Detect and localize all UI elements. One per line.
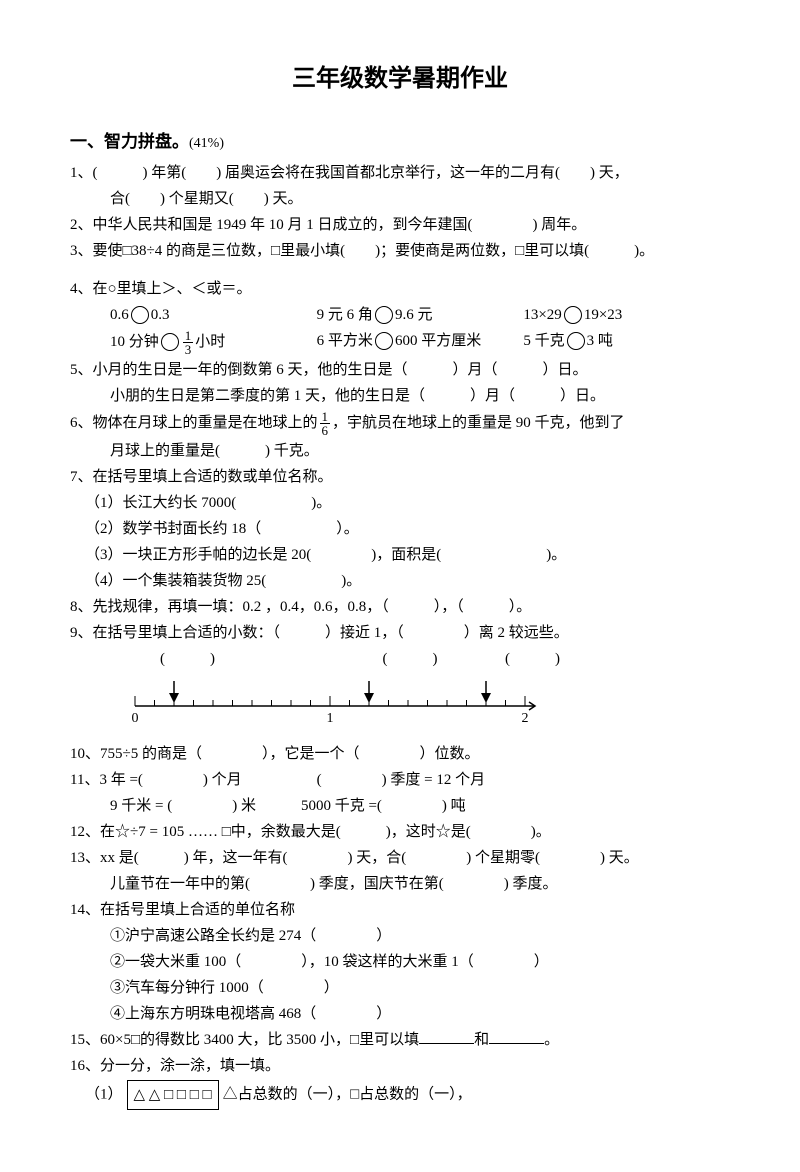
q4-row2: 10 分钟 13小时 6 平方米 600 平方厘米 5 千克 3 吨: [70, 329, 730, 356]
fraction: 13: [183, 329, 194, 356]
circle-icon: [564, 306, 582, 324]
q14-b: ②一袋大米重 100（ ），10 袋这样的大米重 1（ ）: [70, 950, 730, 974]
q7-b: （2）数学书封面长约 18（ ）。: [70, 517, 730, 541]
circle-icon: [567, 332, 585, 350]
q2: 2、中华人民共和国是 1949 年 10 月 1 日成立的，到今年建国( ) 周…: [70, 213, 730, 237]
q4-head: 4、在○里填上＞、＜或＝。: [70, 277, 730, 301]
q7-head: 7、在括号里填上合适的数或单位名称。: [70, 465, 730, 489]
section-1-heading: 一、智力拼盘。(41%): [70, 128, 730, 155]
q4-r1c: 9 元 6 角: [317, 307, 373, 323]
q4-r2a: 10 分钟: [110, 334, 159, 350]
q4-r2d: 600 平方厘米: [395, 333, 481, 349]
numberline-svg: 0 1 2: [130, 676, 550, 726]
q5-l2: 小朋的生日是第二季度的第 1 天，他的生日是（ ）月（ ）日。: [70, 384, 730, 408]
svg-text:1: 1: [327, 711, 334, 726]
q4-r2e: 5 千克: [523, 333, 564, 349]
svg-text:2: 2: [522, 711, 529, 726]
blank-line: [419, 1043, 474, 1044]
section-1-heading-text: 一、智力拼盘。: [70, 132, 189, 151]
q4-r1a: 0.6: [110, 307, 129, 323]
q1-line2: 合( ) 个星期又( ) 天。: [70, 187, 730, 211]
q4-r2f: 3 吨: [587, 333, 613, 349]
q12: 12、在☆÷7 = 105 …… □中，余数最大是( )，这时☆是( )。: [70, 820, 730, 844]
q6-l2: 月球上的重量是( ) 千克。: [70, 439, 730, 463]
q9-b3: ( ): [505, 647, 560, 671]
q14-head: 14、在括号里填上合适的单位名称: [70, 898, 730, 922]
circle-icon: [161, 333, 179, 351]
q10: 10、755÷5 的商是（ ），它是一个（ ）位数。: [70, 742, 730, 766]
q9-blanks: ( ) ( ) ( ): [70, 647, 560, 671]
q7-a: （1）长江大约长 7000( )。: [70, 491, 730, 515]
numberline: 0 1 2: [70, 676, 730, 734]
q3: 3、要使□38÷4 的商是三位数，□里最小填( )；要使商是两位数，□里可以填(…: [70, 239, 730, 263]
circle-icon: [375, 332, 393, 350]
frac-den: 3: [183, 343, 194, 356]
q4-row1: 0.6 0.3 9 元 6 角 9.6 元 13×29 19×23: [70, 303, 730, 327]
q16-a: （1）△ △ □ □ □ □△占总数的（一），□占总数的（一），: [70, 1080, 730, 1110]
shapes-box: △ △ □ □ □ □: [127, 1080, 219, 1110]
section-1-pct: (41%): [189, 136, 224, 151]
q13-l1: 13、xx 是( ) 年，这一年有( ) 天，合( ) 个星期零( ) 天。: [70, 846, 730, 870]
frac-den: 6: [320, 424, 331, 437]
q4-r1d: 9.6 元: [395, 307, 433, 323]
svg-text:0: 0: [132, 711, 139, 726]
frac-num: 1: [183, 329, 194, 343]
blank-line: [489, 1043, 544, 1044]
q9-b2: ( ): [383, 647, 438, 671]
q15-post: 。: [544, 1032, 559, 1048]
circle-icon: [131, 306, 149, 324]
page-title: 三年级数学暑期作业: [70, 60, 730, 98]
q4-r1b: 0.3: [151, 307, 170, 323]
q11-l2: 9 千米 = ( ) 米 5000 千克 =( ) 吨: [70, 794, 730, 818]
q9-b1: ( ): [160, 647, 215, 671]
q4-r1e: 13×29: [523, 307, 561, 323]
q4-r1f: 19×23: [584, 307, 622, 323]
q13-l2: 儿童节在一年中的第( ) 季度，国庆节在第( ) 季度。: [70, 872, 730, 896]
q8: 8、先找规律，再填一填：0.2 ，0.4，0.6，0.8，（ ），（ ）。: [70, 595, 730, 619]
q16-a-pre: （1）: [85, 1086, 123, 1102]
q16-a-post: △占总数的（一），□占总数的（一），: [223, 1086, 472, 1102]
q1-line1: 1、( ) 年第( ) 届奥运会将在我国首都北京举行，这一年的二月有( ) 天，: [70, 161, 730, 185]
q9-head: 9、在括号里填上合适的小数：（ ）接近 1，（ ）离 2 较远些。: [70, 621, 730, 645]
q14-a: ①沪宁高速公路全长约是 274（ ）: [70, 924, 730, 948]
fraction: 16: [320, 410, 331, 437]
q4-r2c: 6 平方米: [317, 333, 373, 349]
q15: 15、60×5□的得数比 3400 大，比 3500 小，□里可以填 和 。: [70, 1028, 730, 1052]
q11-l1: 11、3 年 =( ) 个月 ( ) 季度 = 12 个月: [70, 768, 730, 792]
q6-post: ，宇航员在地球上的重量是 90 千克，他到了: [332, 415, 625, 431]
q7-c: （3）一块正方形手帕的边长是 20( )，面积是( )。: [70, 543, 730, 567]
q6-pre: 6、物体在月球上的重量是在地球上的: [70, 415, 318, 431]
frac-num: 1: [320, 410, 331, 424]
q15-mid: 和: [474, 1032, 489, 1048]
circle-icon: [375, 306, 393, 324]
q4-r2b-suf: 小时: [195, 334, 225, 350]
q7-d: （4）一个集装箱装货物 25( )。: [70, 569, 730, 593]
q14-d: ④上海东方明珠电视塔高 468（ ）: [70, 1002, 730, 1026]
q6: 6、物体在月球上的重量是在地球上的16，宇航员在地球上的重量是 90 千克，他到…: [70, 410, 730, 437]
q15-pre: 15、60×5□的得数比 3400 大，比 3500 小，□里可以填: [70, 1032, 419, 1048]
q14-c: ③汽车每分钟行 1000（ ）: [70, 976, 730, 1000]
q5-l1: 5、小月的生日是一年的倒数第 6 天，他的生日是（ ）月（ ）日。: [70, 358, 730, 382]
q16-head: 16、分一分，涂一涂，填一填。: [70, 1054, 730, 1078]
